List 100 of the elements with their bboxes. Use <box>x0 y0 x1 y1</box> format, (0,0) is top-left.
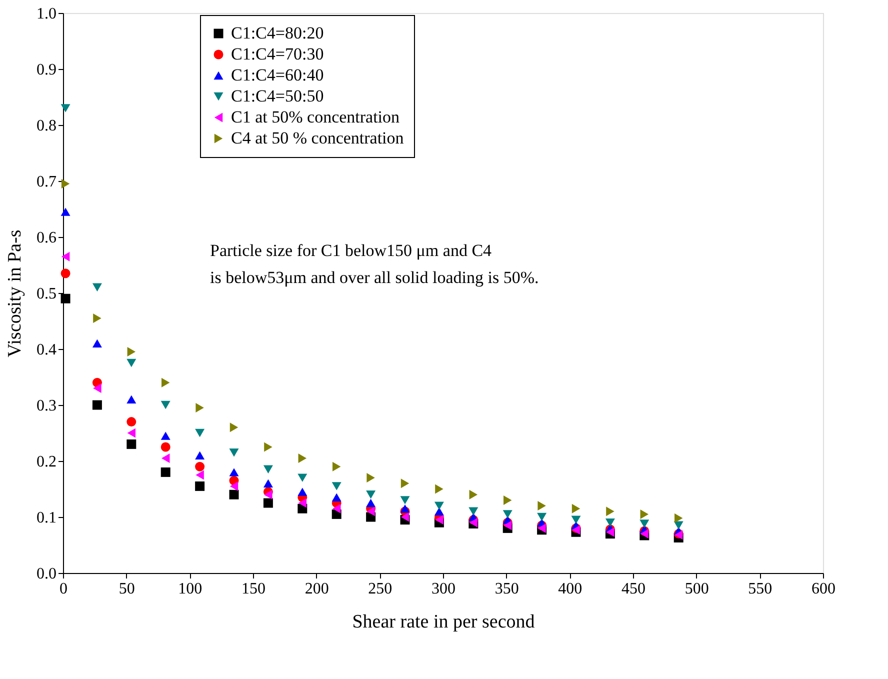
point <box>195 481 205 491</box>
point <box>264 490 272 500</box>
point <box>93 383 102 393</box>
point <box>332 504 341 514</box>
y-axis-title: Viscosity in Pa-s <box>4 230 26 358</box>
x-axis-title: Shear rate in per second <box>352 612 536 632</box>
y-tick-label: 0.0 <box>36 566 56 582</box>
y-tick-label: 0.8 <box>36 118 56 134</box>
point <box>195 428 205 438</box>
point <box>93 313 102 323</box>
y-tick-label: 0.4 <box>36 342 56 358</box>
point <box>196 470 204 480</box>
x-tick-label: 50 <box>118 580 135 598</box>
point <box>332 482 342 490</box>
legend-label: C1:C4=50:50 <box>231 86 324 106</box>
point <box>263 479 273 488</box>
point <box>92 400 102 410</box>
point <box>229 448 239 457</box>
point <box>230 422 238 432</box>
point <box>298 488 308 496</box>
point <box>298 498 307 508</box>
point <box>161 453 170 463</box>
point <box>434 507 444 516</box>
point <box>298 474 308 482</box>
point <box>605 518 615 527</box>
x-tick-label: 200 <box>304 580 329 598</box>
legend-label: C1 at 50% concentration <box>231 108 400 126</box>
y-tick-label: 0.3 <box>36 398 56 414</box>
point <box>160 400 170 410</box>
point <box>332 462 341 472</box>
point <box>264 442 272 452</box>
point <box>400 504 410 513</box>
point <box>332 493 342 502</box>
point <box>366 498 376 508</box>
point <box>60 294 70 304</box>
point <box>126 439 136 449</box>
point <box>503 495 512 505</box>
point <box>468 507 478 516</box>
y-tick-label: 0.9 <box>36 62 56 78</box>
point <box>366 506 375 516</box>
point <box>674 513 683 523</box>
x-tick-label: 450 <box>622 580 646 598</box>
legend-label: C1:C4=70:30 <box>231 44 324 64</box>
point <box>640 509 649 519</box>
point <box>435 515 444 525</box>
y-tick-label: 0.2 <box>36 454 56 470</box>
legend-label: C1:C4=80:20 <box>231 24 324 42</box>
x-tick-label: 100 <box>178 580 202 598</box>
point <box>366 473 375 483</box>
point <box>126 417 136 427</box>
x-tick-label: 550 <box>748 580 772 598</box>
point <box>60 104 70 112</box>
x-tick-label: 400 <box>558 580 582 598</box>
point <box>434 502 444 510</box>
x-tick-label: 300 <box>432 580 456 598</box>
point <box>92 283 102 292</box>
point <box>366 490 376 499</box>
point <box>229 468 239 476</box>
point <box>126 395 136 404</box>
point <box>60 208 70 216</box>
annotation: is below53μm and over all solid loading is 50%. <box>210 268 539 287</box>
x-tick-label: 500 <box>684 580 709 598</box>
point <box>263 465 273 474</box>
y-tick-label: 1.0 <box>36 6 56 22</box>
point <box>161 378 170 388</box>
point <box>538 501 546 511</box>
point <box>469 490 478 500</box>
point <box>263 498 273 508</box>
x-tick-label: 250 <box>368 580 392 598</box>
point <box>503 520 512 530</box>
point <box>537 512 547 522</box>
x-tick-label: 350 <box>494 580 519 598</box>
point <box>160 432 170 440</box>
point <box>160 467 170 477</box>
point <box>674 521 684 530</box>
legend-label: C4 at 50 % concentration <box>231 128 404 148</box>
y-tick-label: 0.6 <box>36 230 56 246</box>
point <box>196 403 204 413</box>
point <box>195 462 205 472</box>
x-tick-label: 600 <box>812 580 836 598</box>
point <box>400 478 410 488</box>
point <box>640 520 650 528</box>
point <box>92 339 102 348</box>
y-tick-label: 0.1 <box>36 510 56 526</box>
point <box>298 453 307 463</box>
point <box>127 347 136 357</box>
point <box>61 179 70 189</box>
point <box>606 506 614 516</box>
point <box>126 358 136 368</box>
point <box>571 516 581 524</box>
point <box>572 504 580 514</box>
point <box>160 442 170 452</box>
point <box>61 252 70 262</box>
point <box>127 428 136 438</box>
point <box>229 490 239 500</box>
point <box>400 512 410 522</box>
x-tick-label: 150 <box>242 580 266 598</box>
x-tick-label: 0 <box>60 580 68 598</box>
legend-label: C1:C4=60:40 <box>231 66 324 84</box>
point <box>435 484 444 494</box>
